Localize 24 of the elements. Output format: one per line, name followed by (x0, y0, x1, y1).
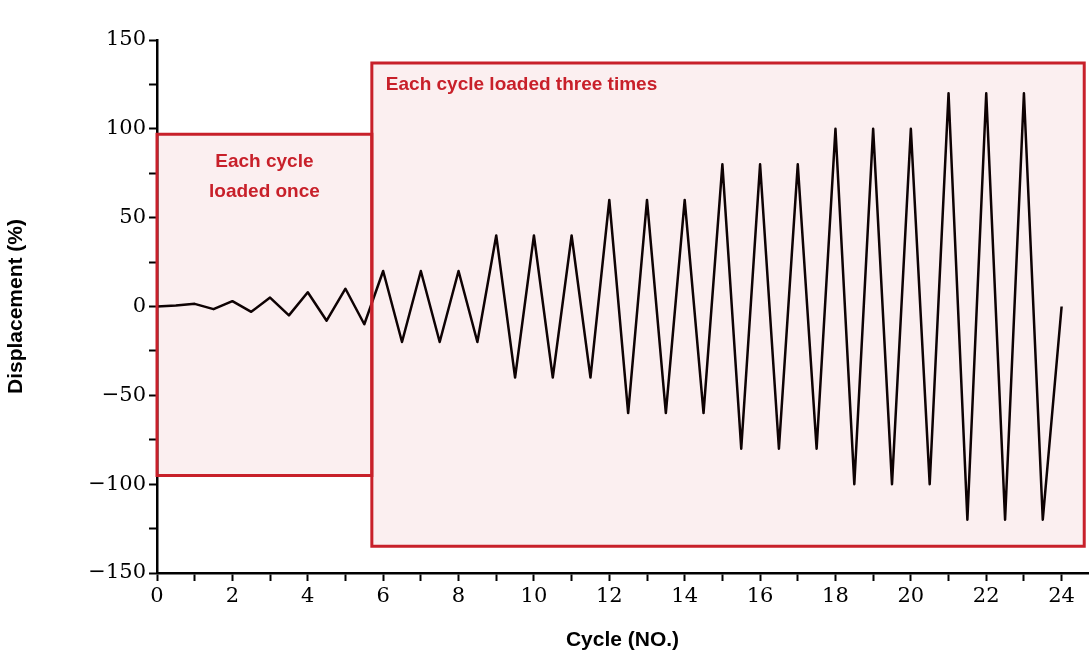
x-tick-label: 14 (671, 583, 699, 608)
x-tick-label: 22 (972, 583, 1000, 608)
x-tick-label: 0 (150, 583, 164, 608)
x-tick-label: 6 (376, 583, 390, 608)
y-tick-label: −50 (101, 381, 146, 406)
y-tick-label: −150 (88, 559, 146, 584)
x-tick-label: 2 (225, 583, 240, 608)
y-tick-label: −100 (88, 470, 146, 495)
x-tick-label: 24 (1048, 583, 1075, 608)
x-tick-label: 4 (301, 583, 315, 608)
x-tick-label: 10 (520, 583, 548, 608)
x-tick-label: 18 (822, 583, 849, 608)
y-axis-title: Displacement (%) (3, 218, 27, 395)
x-tick-label: 16 (746, 583, 774, 608)
y-tick-label: 50 (119, 204, 146, 229)
band-label: Each cycle loaded three times (385, 72, 658, 94)
x-tick-label: 20 (897, 583, 925, 608)
x-tick-label: 12 (595, 583, 623, 608)
x-tick-label: 8 (451, 583, 466, 608)
y-tick-label: 0 (132, 292, 146, 317)
y-tick-label: 100 (105, 115, 146, 140)
band-label: Each cycle loaded once (208, 150, 320, 202)
y-tick-label: 150 (105, 26, 146, 51)
x-axis-title: Cycle (NO.) (565, 627, 680, 651)
